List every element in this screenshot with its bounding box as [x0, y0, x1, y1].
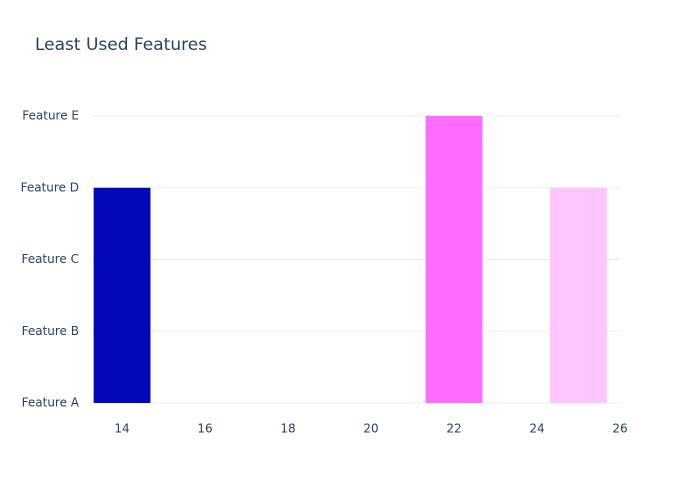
y-tick-label: Feature E [22, 109, 79, 123]
y-tick-label: Feature C [21, 252, 79, 266]
x-tick-label: 16 [197, 422, 212, 436]
y-tick-label: Feature A [22, 396, 80, 410]
x-tick-label: 26 [612, 422, 627, 436]
x-tick-label: 18 [280, 422, 295, 436]
bar [425, 116, 483, 403]
y-tick-label: Feature B [22, 324, 79, 338]
x-tick-label: 20 [363, 422, 378, 436]
x-tick-label: 22 [446, 422, 461, 436]
y-tick-label: Feature D [21, 180, 79, 194]
bar [93, 187, 151, 403]
x-tick-label: 14 [114, 422, 129, 436]
chart-title: Least Used Features [35, 35, 207, 55]
x-tick-label: 24 [529, 422, 544, 436]
bar [550, 187, 607, 403]
